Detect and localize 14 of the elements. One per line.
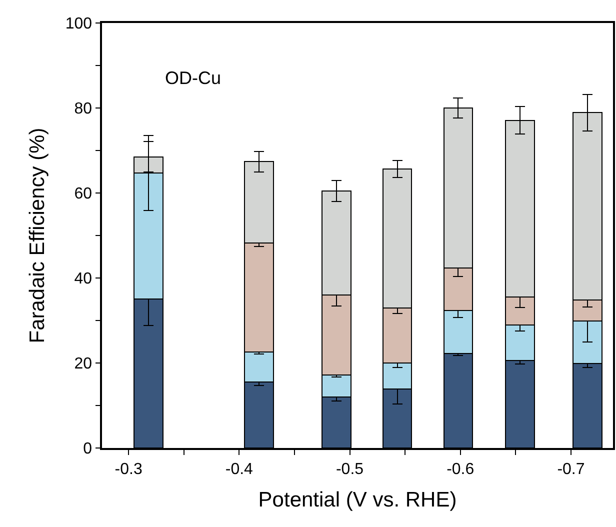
y-tick-label: 60: [74, 186, 92, 203]
x-tick-label: -0.3: [114, 460, 142, 478]
y-tick-label: 0: [83, 440, 92, 458]
x-tick-label: -0.5: [336, 460, 364, 478]
y-tick-label: 100: [65, 16, 92, 33]
x-axis-title: Potential (V vs. RHE): [258, 488, 457, 512]
y-tick-label: 80: [74, 100, 92, 118]
y-tick-label: 20: [74, 356, 92, 373]
y-tick-label: 40: [74, 270, 92, 288]
x-tick-label: -0.7: [557, 460, 585, 478]
x-tick-label: -0.6: [446, 460, 474, 478]
y-axis-title: Faradaic Efficiency (%): [26, 128, 49, 344]
x-tick-label: -0.4: [225, 460, 254, 478]
annotation: OD-Cu: [165, 68, 222, 88]
